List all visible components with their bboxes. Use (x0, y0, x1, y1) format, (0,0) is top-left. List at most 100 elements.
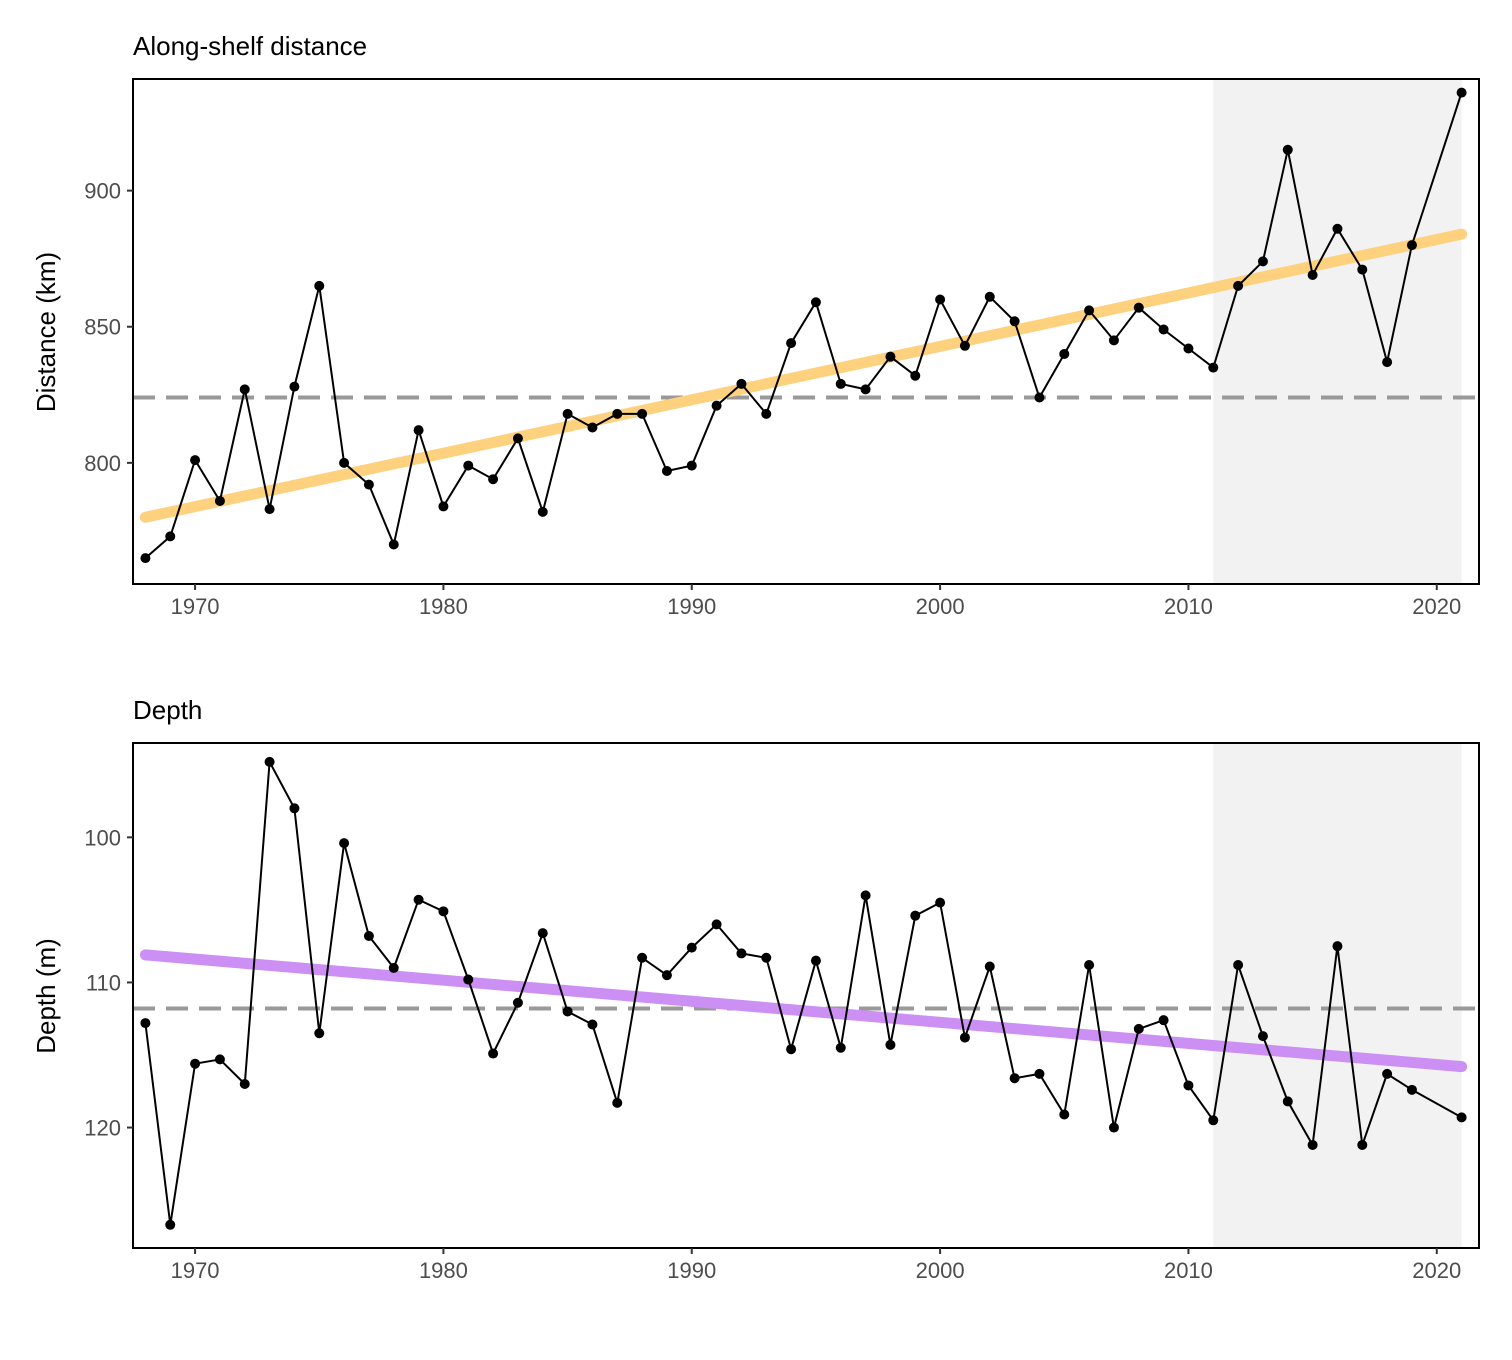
y-tick-label: 800 (84, 451, 121, 476)
data-point (388, 539, 399, 550)
x-tick-label: 2020 (1412, 594, 1461, 619)
data-point (190, 455, 201, 466)
data-point (1257, 256, 1268, 267)
data-point (711, 400, 722, 411)
data-point (1009, 316, 1020, 327)
data-point (1382, 1068, 1393, 1079)
data-point (1133, 1023, 1144, 1034)
data-point (1282, 1096, 1293, 1107)
data-point (1158, 324, 1169, 335)
y-tick-label: 120 (84, 1116, 121, 1141)
data-point (1034, 1068, 1045, 1079)
data-point (661, 466, 672, 477)
data-point (761, 408, 772, 419)
data-point (363, 931, 374, 942)
data-point (612, 408, 623, 419)
x-tick-label: 2000 (916, 1258, 965, 1283)
data-point (835, 1042, 846, 1053)
data-point (810, 297, 821, 308)
data-point (736, 378, 747, 389)
data-point (1059, 1109, 1070, 1120)
data-point (612, 1097, 623, 1108)
data-point (885, 351, 896, 362)
data-point (413, 425, 424, 436)
data-point (1084, 960, 1095, 971)
data-point (562, 1006, 573, 1017)
y-tick-label: 110 (86, 970, 121, 995)
data-point (860, 890, 871, 901)
data-point (289, 803, 300, 814)
data-point (1406, 240, 1417, 251)
data-point (910, 370, 921, 381)
y-axis-label-distance: Distance (km) (31, 252, 61, 412)
data-point (314, 280, 325, 291)
data-point (1108, 1122, 1119, 1133)
data-point (711, 919, 722, 930)
data-point (835, 378, 846, 389)
data-point (984, 961, 995, 972)
data-point (587, 422, 598, 433)
x-tick-label: 1990 (667, 1258, 716, 1283)
x-tick-label: 2000 (916, 594, 965, 619)
data-point (1456, 1112, 1467, 1123)
x-tick-label: 1980 (419, 594, 468, 619)
data-point (165, 531, 176, 542)
panel-along-shelf-distance: Along-shelf distance Distance (km) 1970 1… (31, 31, 1480, 619)
data-point (264, 504, 275, 515)
data-point (264, 756, 275, 767)
data-point (786, 1044, 797, 1055)
data-point (239, 1079, 250, 1090)
data-point (686, 942, 697, 953)
shaded-region (1213, 744, 1462, 1247)
x-tick-label: 2010 (1164, 594, 1213, 619)
data-point (1357, 1139, 1368, 1150)
x-tick-label: 2020 (1412, 1258, 1461, 1283)
data-point (661, 970, 672, 981)
x-tick-label: 1980 (419, 1258, 468, 1283)
data-point (959, 340, 970, 351)
data-point (488, 1048, 499, 1059)
data-point (214, 495, 225, 506)
data-point (537, 928, 548, 939)
data-point (289, 381, 300, 392)
data-point (239, 384, 250, 395)
data-point (463, 460, 474, 471)
data-point (512, 997, 523, 1008)
shaded-region (1213, 80, 1462, 583)
data-point (810, 955, 821, 966)
panel-title-distance: Along-shelf distance (133, 31, 367, 61)
data-point (637, 408, 648, 419)
data-point (214, 1054, 225, 1065)
plot-border (132, 742, 1480, 1249)
data-point (190, 1058, 201, 1069)
data-point (984, 291, 995, 302)
data-point (910, 910, 921, 921)
data-point (1133, 302, 1144, 313)
data-point (1257, 1031, 1268, 1042)
plot-border (132, 78, 1480, 585)
data-point (935, 897, 946, 908)
x-tick-label: 1970 (171, 594, 220, 619)
data-point (935, 294, 946, 305)
data-point (1158, 1015, 1169, 1026)
data-point (438, 501, 449, 512)
data-point (1406, 1084, 1417, 1095)
data-point (1382, 357, 1393, 368)
data-point (339, 457, 350, 468)
data-point (587, 1019, 598, 1030)
data-point (885, 1039, 896, 1050)
data-point (1034, 392, 1045, 403)
panel-title-depth: Depth (133, 695, 202, 725)
y-tick-label: 900 (84, 179, 121, 204)
data-point (339, 838, 350, 849)
data-point (860, 384, 871, 395)
data-point (1183, 343, 1194, 354)
data-point (637, 952, 648, 963)
data-point (1208, 362, 1219, 373)
data-point (388, 962, 399, 973)
data-point (1282, 144, 1293, 155)
data-point (165, 1219, 176, 1230)
data-point (786, 338, 797, 349)
data-point (1307, 1139, 1318, 1150)
